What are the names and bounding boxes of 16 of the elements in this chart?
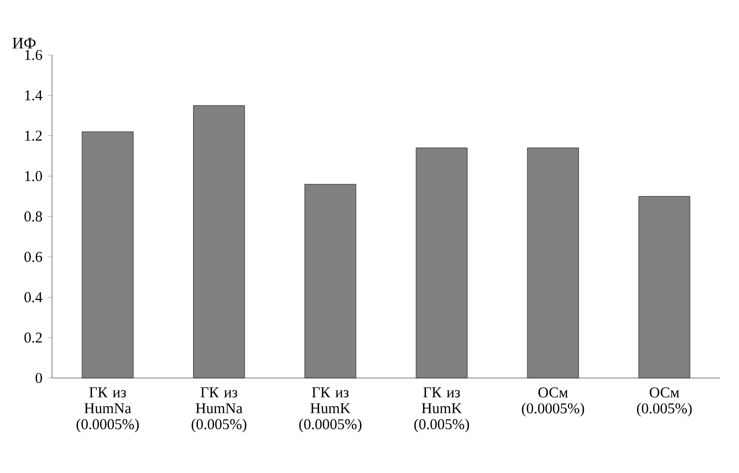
x-tick-label: ОСм (0.0005%)	[522, 387, 584, 416]
x-tick-label: ГК из HumNa (0.005%)	[192, 387, 246, 432]
y-tick-label: 0.4	[24, 292, 42, 302]
x-tick-label: ГК из HumK (0.005%)	[414, 387, 470, 432]
x-tick-label: ГК из HumNa (0.0005%)	[76, 387, 139, 432]
y-tick-label: 0.8	[24, 211, 42, 222]
y-tick-label: 0	[36, 372, 42, 384]
y-axis-title: ИФ	[12, 38, 36, 48]
y-tick-label: 1.2	[25, 130, 42, 141]
x-tick-label: ОСм (0.005%)	[636, 387, 692, 416]
y-tick-label: 0.6	[24, 252, 42, 262]
x-tick-label: ГК из HumK (0.0005%)	[299, 387, 362, 432]
y-tick-label: 1.4	[25, 90, 42, 100]
y-tick-label: 0.2	[24, 332, 42, 343]
y-tick-label: 1.6	[25, 50, 42, 60]
y-tick-label: 1.0	[25, 171, 42, 182]
